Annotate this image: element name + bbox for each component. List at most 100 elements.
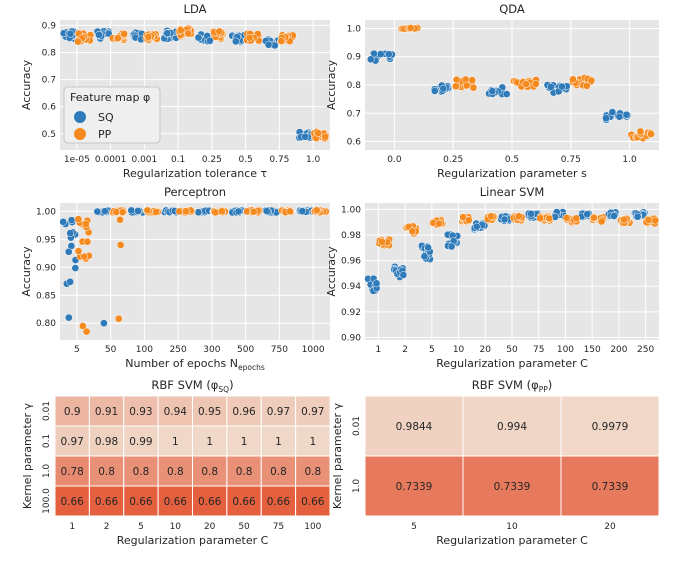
y-axis-label: Kernel parameter γ bbox=[331, 402, 344, 509]
x-tick-label: 250 bbox=[637, 345, 654, 355]
heatmap-cell-value: 0.66 bbox=[232, 496, 256, 508]
data-point bbox=[452, 75, 461, 84]
panel-qda: 0.6 0.7 0.8 0.9 1.0 0.0 0.25 0.5 0.75 1.0 QDA Regul… bbox=[325, 2, 659, 180]
data-point bbox=[464, 216, 473, 225]
data-point bbox=[615, 112, 624, 121]
x-axis-label: Regularization parameter s bbox=[437, 167, 587, 180]
series-SQ bbox=[59, 206, 316, 328]
y-tick-label: 0.8 bbox=[42, 49, 57, 59]
data-point bbox=[572, 214, 581, 223]
data-point bbox=[215, 27, 224, 36]
x-tick-label: 0.25 bbox=[443, 155, 463, 165]
series-SQ bbox=[59, 27, 316, 142]
legend-label-pp: PP bbox=[98, 128, 112, 141]
x-tick-label: 100 bbox=[304, 522, 321, 532]
data-point bbox=[176, 26, 185, 34]
heatmap-cell-value: 0.96 bbox=[232, 406, 256, 418]
y-tick-label: 1.0 bbox=[352, 479, 362, 494]
heatmap-cell-value: 1 bbox=[275, 436, 282, 448]
data-point bbox=[372, 279, 381, 288]
x-axis-label: Regularization tolerance τ bbox=[123, 167, 268, 180]
y-tick-label: 0.7 bbox=[347, 109, 361, 119]
data-point bbox=[74, 37, 82, 46]
data-point bbox=[231, 37, 240, 46]
heatmap-cell-value: 0.7339 bbox=[396, 481, 433, 493]
data-point bbox=[522, 80, 530, 88]
data-point bbox=[194, 33, 203, 42]
data-point bbox=[234, 207, 243, 216]
data-point bbox=[531, 80, 540, 88]
data-point bbox=[114, 314, 123, 323]
data-point bbox=[116, 215, 124, 224]
y-tick-label: 0.80 bbox=[36, 319, 56, 329]
heatmap-cell bbox=[123, 425, 159, 457]
data-point bbox=[366, 55, 375, 64]
x-tick-label: 50 bbox=[238, 522, 250, 532]
heatmap-cell-value: 0.7339 bbox=[494, 481, 531, 493]
data-point bbox=[569, 75, 577, 84]
data-point bbox=[545, 214, 554, 223]
x-axis-label: Regularization parameter C bbox=[117, 534, 269, 547]
chart-title: RBF SVM (φSQ) bbox=[151, 378, 233, 394]
y-tick-label: 100.0 bbox=[42, 488, 52, 514]
heatmap-cell bbox=[192, 425, 228, 457]
data-point bbox=[175, 207, 184, 216]
heatmap-cell-value: 1 bbox=[172, 436, 179, 448]
data-point bbox=[79, 322, 87, 330]
data-point bbox=[82, 327, 91, 336]
panel-linsvm: 0.90 0.92 0.94 0.96 0.98 1.00 1 2 5 10 20 50 75 100 15… bbox=[325, 185, 660, 370]
data-point bbox=[163, 29, 172, 38]
data-point bbox=[314, 129, 323, 137]
x-tick-label: 75 bbox=[533, 345, 544, 355]
heatmap-cell-value: 0.91 bbox=[95, 406, 118, 418]
heatmap-cell-value: 0.7339 bbox=[592, 481, 629, 493]
panel-rbf-pp: 0.9844 0.994 0.9979 0.7339 0.7339 0.7339 5 10 20… bbox=[331, 378, 660, 547]
data-point bbox=[488, 87, 497, 96]
x-tick-label: 300 bbox=[203, 345, 220, 355]
x-tick-label: 5 bbox=[411, 522, 417, 532]
data-point bbox=[71, 264, 80, 272]
x-tick-label: 10 bbox=[506, 522, 518, 532]
data-point bbox=[144, 33, 153, 41]
data-point bbox=[286, 207, 294, 216]
x-tick-label: 20 bbox=[480, 345, 492, 355]
data-point bbox=[112, 208, 121, 216]
legend-marker-pp bbox=[74, 128, 86, 140]
heatmap-cell-value: 0.97 bbox=[60, 436, 83, 448]
data-point bbox=[469, 83, 478, 92]
heatmap-cell bbox=[462, 455, 562, 517]
y-tick-label: 0.6 bbox=[42, 103, 57, 113]
data-point bbox=[182, 207, 190, 216]
x-tick-label: 50 bbox=[105, 345, 117, 355]
heatmap-cell-value: 0.66 bbox=[129, 496, 153, 508]
x-tick-label: 10 bbox=[453, 345, 465, 355]
y-tick-label: 0.7 bbox=[42, 76, 56, 86]
data-point bbox=[399, 271, 408, 279]
data-point bbox=[500, 215, 509, 224]
data-point bbox=[120, 30, 128, 38]
heatmap-cell-value: 1 bbox=[309, 436, 316, 448]
x-tick-label: 1 bbox=[69, 522, 75, 532]
data-point bbox=[211, 208, 220, 217]
legend: Feature map φ SQ PP bbox=[63, 86, 161, 144]
data-point bbox=[597, 217, 606, 226]
heatmap-cell-value: 0.98 bbox=[95, 436, 118, 448]
data-point bbox=[406, 24, 415, 32]
heatmap-cell-value: 0.66 bbox=[95, 496, 119, 508]
data-point bbox=[321, 132, 329, 141]
x-tick-label: 75 bbox=[273, 522, 284, 532]
x-tick-label: 5 bbox=[74, 345, 80, 355]
data-point bbox=[95, 30, 103, 39]
data-point bbox=[100, 319, 108, 328]
data-point bbox=[59, 217, 68, 226]
x-tick-label: 0.0 bbox=[387, 155, 402, 165]
y-tick-label: 1.0 bbox=[42, 464, 52, 479]
data-point bbox=[651, 216, 660, 225]
heatmap-cell bbox=[295, 485, 331, 517]
y-axis-label: Accuracy bbox=[325, 246, 338, 297]
y-tick-label: 0.98 bbox=[341, 231, 361, 241]
panel-rbf-sq: 0.9 0.91 0.93 0.94 0.95 0.96 0.97 0.97 0.97 0.98 0… bbox=[21, 378, 331, 547]
data-point bbox=[451, 82, 460, 91]
y-axis-label: Accuracy bbox=[325, 59, 338, 110]
data-point bbox=[487, 212, 495, 221]
